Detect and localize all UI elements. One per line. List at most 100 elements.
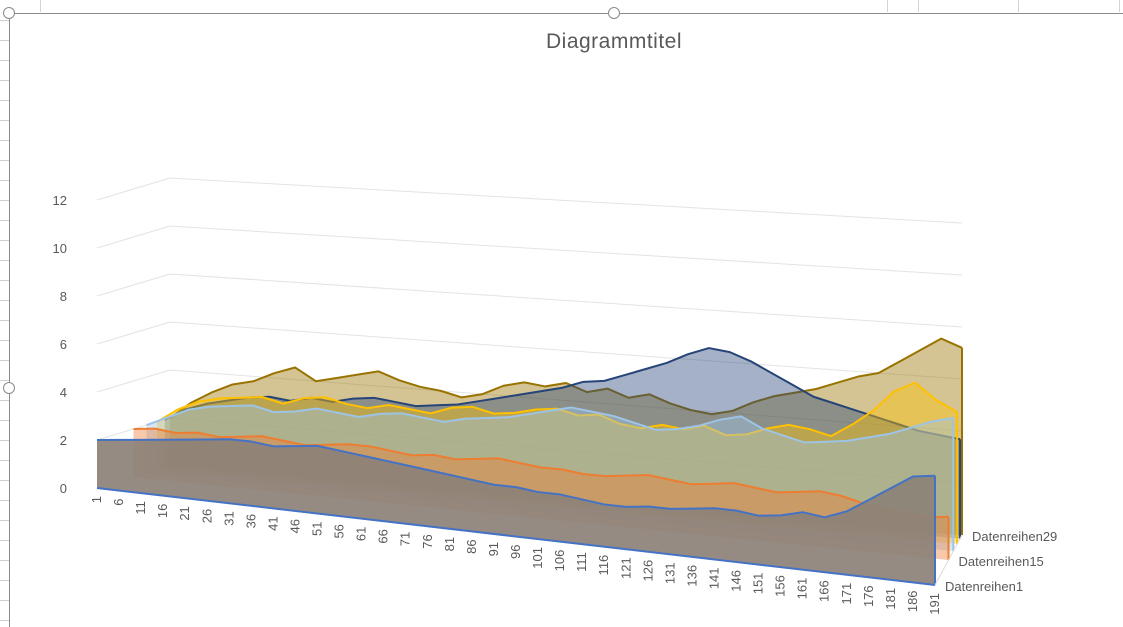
row-header-divider xyxy=(0,60,9,61)
x-axis-tick-label: 111 xyxy=(574,552,589,572)
series-area[interactable] xyxy=(164,348,961,539)
chart-title[interactable]: Diagrammtitel xyxy=(545,30,683,53)
row-header-divider xyxy=(0,360,9,361)
row-header-divider xyxy=(0,620,9,621)
row-header-divider xyxy=(0,200,9,201)
x-axis-tick-label: 56 xyxy=(332,524,347,538)
chart-frame-border xyxy=(9,13,1123,14)
chart-frame-border xyxy=(9,13,10,627)
x-axis-tick-label: 161 xyxy=(795,578,810,600)
x-axis-tick-label: 171 xyxy=(839,583,854,605)
row-header-divider xyxy=(0,260,9,261)
x-axis-tick-label: 41 xyxy=(265,516,280,530)
x-axis-tick-label: 121 xyxy=(618,557,633,579)
row-header-divider xyxy=(0,600,9,601)
series-line[interactable] xyxy=(169,337,963,419)
row-header-divider xyxy=(0,180,9,181)
gridline xyxy=(96,177,963,224)
x-axis-tick-label: 61 xyxy=(354,527,369,541)
row-header-divider xyxy=(0,400,9,401)
row-header-divider xyxy=(0,300,9,301)
row-header-divider xyxy=(0,560,9,561)
gridline xyxy=(96,321,963,380)
y-axis-tick-label: 0 xyxy=(60,481,67,496)
depth-axis-line xyxy=(934,534,963,586)
row-header-divider xyxy=(0,500,9,501)
spreadsheet-background xyxy=(0,0,1123,14)
row-header-divider xyxy=(0,80,9,81)
row-header-divider xyxy=(0,320,9,321)
row-header-divider xyxy=(0,380,9,381)
row-header-divider xyxy=(0,420,9,421)
y-axis-tick-label: 8 xyxy=(60,289,67,304)
x-axis-tick-label: 16 xyxy=(155,504,170,518)
x-axis-tick-label: 176 xyxy=(861,585,876,607)
x-axis-tick-label: 146 xyxy=(729,570,744,592)
y-axis-tick-label: 6 xyxy=(60,337,67,352)
x-axis-tick-label: 36 xyxy=(243,514,258,528)
x-axis-tick-label: 141 xyxy=(706,567,721,589)
x-axis-tick-label: 106 xyxy=(552,550,567,572)
row-header-divider xyxy=(0,540,9,541)
row-header-divider xyxy=(0,280,9,281)
x-axis-tick-label: 156 xyxy=(773,575,788,597)
x-axis-tick-label: 81 xyxy=(442,537,457,551)
x-axis-tick-label: 126 xyxy=(640,560,655,582)
x-axis-tick-label: 116 xyxy=(596,555,611,576)
depth-axis-label: Datenreihen1 xyxy=(945,579,1023,594)
row-header-divider xyxy=(0,520,9,521)
resize-handle-top[interactable] xyxy=(608,7,620,19)
x-axis-tick-label: 1 xyxy=(89,496,104,503)
cell-gridline xyxy=(887,0,888,12)
x-axis-tick-label: 11 xyxy=(133,501,148,514)
row-header-divider xyxy=(0,40,9,41)
row-header-divider xyxy=(0,20,9,21)
x-axis-tick-label: 51 xyxy=(310,522,325,536)
row-header-divider xyxy=(0,120,9,121)
x-axis-tick-label: 131 xyxy=(662,562,677,584)
front-base-edge xyxy=(96,487,936,586)
x-axis-tick-label: 166 xyxy=(817,580,832,602)
x-axis-tick-label: 21 xyxy=(177,506,192,520)
gridline xyxy=(96,273,963,328)
cell-gridline xyxy=(1119,0,1120,12)
row-header-divider xyxy=(0,220,9,221)
x-axis-tick-label: 96 xyxy=(508,545,523,559)
series-area[interactable] xyxy=(170,338,962,535)
gridline xyxy=(96,225,963,276)
depth-axis-label: Datenreihen15 xyxy=(959,554,1044,569)
series-area[interactable] xyxy=(97,439,935,585)
series-line[interactable] xyxy=(133,427,949,519)
x-axis-tick-label: 31 xyxy=(221,511,236,525)
series-line[interactable] xyxy=(146,404,954,444)
y-axis-tick-label: 2 xyxy=(60,433,67,448)
x-axis-tick-label: 71 xyxy=(398,532,413,546)
x-axis-tick-label: 26 xyxy=(199,509,214,523)
x-axis-tick-label: 46 xyxy=(287,519,302,533)
x-axis-tick-label: 66 xyxy=(376,529,391,543)
series-line[interactable] xyxy=(96,438,936,519)
row-header-divider xyxy=(0,140,9,141)
x-axis-tick-label: 181 xyxy=(883,588,898,610)
x-axis-tick-label: 86 xyxy=(464,539,479,553)
row-header-divider xyxy=(0,100,9,101)
row-header-divider xyxy=(0,240,9,241)
x-axis-tick-label: 151 xyxy=(751,573,766,595)
resize-handle-left[interactable] xyxy=(3,382,15,394)
row-header-divider xyxy=(0,460,9,461)
x-axis-tick-label: 76 xyxy=(420,534,435,548)
x-axis-tick-label: 136 xyxy=(684,565,699,587)
resize-handle-top-left[interactable] xyxy=(3,7,15,19)
x-axis-tick-label: 191 xyxy=(927,593,942,615)
x-axis-tick-label: 101 xyxy=(530,547,545,569)
row-header-divider xyxy=(0,440,9,441)
cell-gridline xyxy=(1018,0,1019,12)
series-area[interactable] xyxy=(156,382,958,544)
y-axis-tick-label: 4 xyxy=(60,385,67,400)
x-axis-tick-label: 186 xyxy=(905,590,920,612)
row-header-divider xyxy=(0,480,9,481)
cell-gridline xyxy=(918,0,919,12)
row-header-divider xyxy=(0,340,9,341)
x-axis-tick-label: 6 xyxy=(111,499,126,506)
